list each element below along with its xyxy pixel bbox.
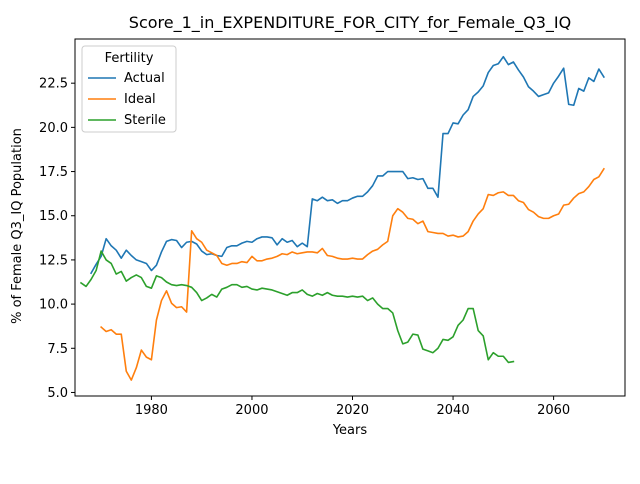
- y-tick-label: 17.5: [39, 165, 68, 180]
- legend-label-actual: Actual: [124, 71, 165, 86]
- y-tick-label: 5.0: [47, 386, 68, 401]
- x-tick-label: 2000: [235, 403, 268, 418]
- x-axis-label: Years: [332, 423, 368, 438]
- y-tick-label: 15.0: [39, 209, 68, 224]
- x-tick-label: 2040: [437, 403, 470, 418]
- x-tick-label: 1980: [135, 403, 168, 418]
- y-tick-label: 10.0: [39, 298, 68, 313]
- legend: Fertility Actual Ideal Sterile: [82, 46, 176, 132]
- y-axis-label: % of Female Q3_IQ Population: [10, 128, 25, 324]
- y-tick-label: 22.5: [39, 77, 68, 92]
- x-tick-label: 2020: [336, 403, 369, 418]
- y-tick-label: 20.0: [39, 121, 68, 136]
- chart-title: Score_1_in_EXPENDITURE_FOR_CITY_for_Fema…: [129, 13, 571, 33]
- legend-title: Fertility: [105, 51, 154, 66]
- x-tick-label: 2060: [537, 403, 570, 418]
- legend-label-sterile: Sterile: [124, 113, 166, 128]
- y-tick-label: 7.5: [47, 342, 68, 357]
- y-tick-label: 12.5: [39, 253, 68, 268]
- legend-label-ideal: Ideal: [124, 92, 156, 107]
